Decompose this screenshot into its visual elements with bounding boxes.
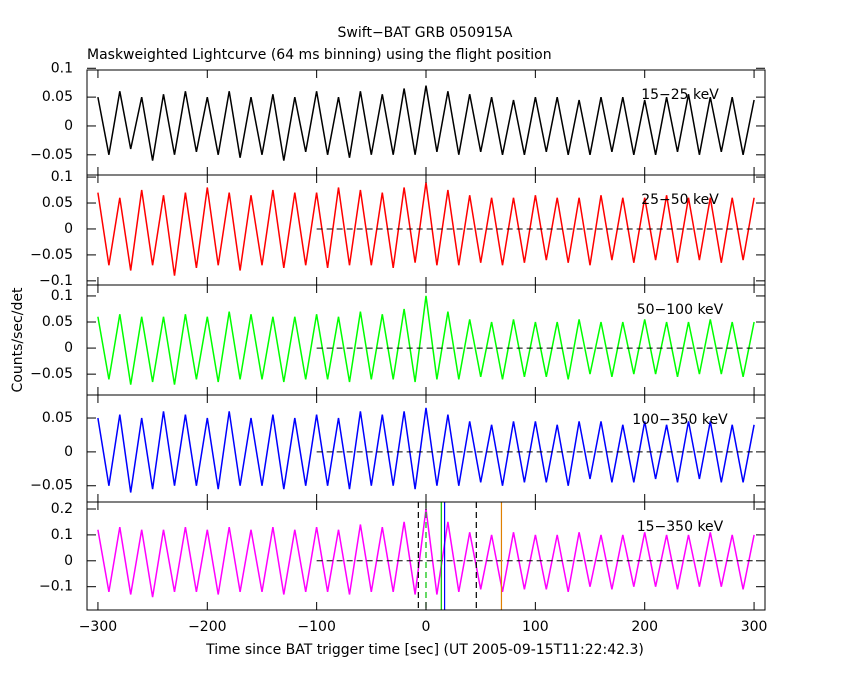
light-curve bbox=[97, 295, 755, 385]
y-tick-label: 0.05 bbox=[42, 89, 73, 105]
y-tick-label: 0.05 bbox=[42, 314, 73, 330]
x-tick-label: −100 bbox=[297, 619, 335, 635]
x-tick-label: −300 bbox=[79, 619, 117, 635]
y-tick-label: 0.1 bbox=[51, 60, 73, 76]
y-tick-label: 0 bbox=[64, 118, 73, 134]
light-curve bbox=[97, 85, 755, 161]
x-tick-label: 300 bbox=[741, 619, 768, 635]
y-tick-label: 0.1 bbox=[51, 527, 73, 543]
x-tick-label: 200 bbox=[631, 619, 658, 635]
y-tick-label: 0 bbox=[64, 221, 73, 237]
y-axis-label: Counts/sec/det bbox=[10, 287, 26, 392]
y-tick-label: −0.05 bbox=[30, 247, 73, 263]
band-label: 15−25 keV bbox=[641, 87, 719, 103]
band-label: 100−350 keV bbox=[632, 412, 728, 428]
y-tick-label: 0.1 bbox=[51, 169, 73, 185]
y-tick-label: 0 bbox=[64, 553, 73, 569]
y-tick-label: −0.1 bbox=[39, 273, 73, 289]
band-label: 15−350 keV bbox=[637, 519, 724, 535]
y-tick-label: 0 bbox=[64, 444, 73, 460]
x-tick-label: −200 bbox=[188, 619, 226, 635]
y-tick-label: −0.05 bbox=[30, 366, 73, 382]
x-tick-label: 0 bbox=[422, 619, 431, 635]
y-tick-label: 0.2 bbox=[51, 501, 73, 517]
y-tick-label: 0 bbox=[64, 340, 73, 356]
y-tick-label: −0.05 bbox=[30, 478, 73, 494]
y-tick-label: 0.05 bbox=[42, 410, 73, 426]
chart-subtitle: Maskweighted Lightcurve (64 ms binning) … bbox=[87, 47, 552, 63]
y-tick-label: 0.1 bbox=[51, 288, 73, 304]
x-axis-label: Time since BAT trigger time [sec] (UT 20… bbox=[205, 642, 644, 658]
y-tick-label: 0.05 bbox=[42, 195, 73, 211]
y-tick-label: −0.05 bbox=[30, 147, 73, 163]
chart-title: Swift−BAT GRB 050915A bbox=[338, 25, 513, 41]
band-label: 25−50 keV bbox=[641, 192, 719, 208]
band-label: 50−100 keV bbox=[637, 302, 724, 318]
y-tick-label: −0.1 bbox=[39, 579, 73, 595]
x-tick-label: 100 bbox=[522, 619, 549, 635]
light-curve bbox=[97, 407, 755, 493]
